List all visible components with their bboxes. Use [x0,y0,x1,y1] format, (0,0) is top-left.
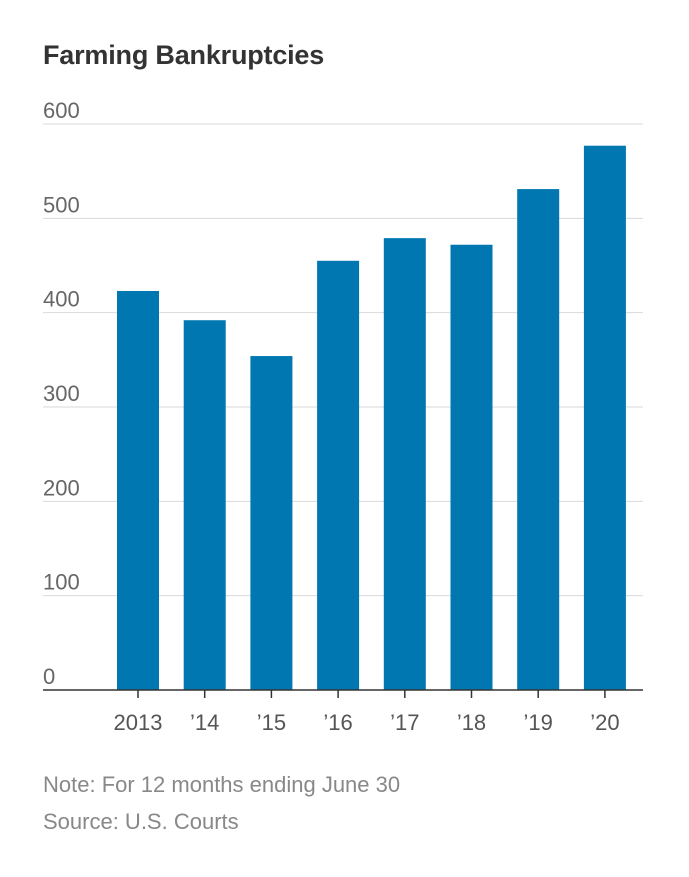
y-tick-label: 600 [43,98,80,123]
bar-19 [517,189,560,690]
bar-14 [183,320,226,690]
chart-title: Farming Bankruptcies [43,40,325,70]
bar-chart: 0 100 200 300 400 500 600 2013 ’14 ’15 ’16 ’17 ’18 ’… [43,98,643,735]
x-tick-label: ’18 [457,710,486,735]
x-tick-label: ’15 [257,710,286,735]
y-tick-label: 0 [43,664,55,689]
x-tick-label: ’17 [390,710,419,735]
bar-15 [250,356,293,690]
chart-note: Note: For 12 months ending June 30 [43,772,401,797]
x-tick-label: ’16 [323,710,352,735]
bars [117,145,626,691]
x-tick-label: ’14 [190,710,219,735]
x-tick-label: 2013 [114,710,163,735]
x-tick-labels: 2013 ’14 ’15 ’16 ’17 ’18 ’19 ’20 [114,710,620,735]
y-tick-labels: 0 100 200 300 400 500 600 [43,98,80,689]
x-tick-label: ’19 [524,710,553,735]
chart-source: Source: U.S. Courts [43,809,239,834]
bar-17 [383,238,426,691]
x-tick-label: ’20 [590,710,619,735]
y-tick-label: 500 [43,192,80,217]
y-tick-label: 400 [43,287,80,312]
x-axis [43,689,643,698]
bar-16 [317,260,360,690]
bar-18 [450,244,493,690]
bar-2013 [117,290,159,690]
y-tick-label: 200 [43,475,80,500]
y-tick-label: 300 [43,381,80,406]
bar-20 [583,145,626,691]
y-tick-label: 100 [43,570,80,595]
